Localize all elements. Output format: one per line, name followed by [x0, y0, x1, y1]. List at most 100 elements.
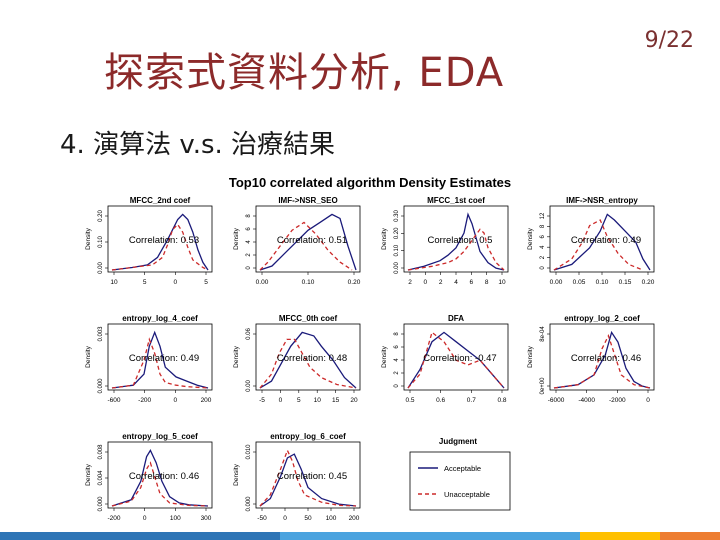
- unacceptable-density-line: [553, 219, 644, 271]
- x-tick-label: 5: [143, 279, 147, 286]
- correlation-label: Correlation: 0.48: [277, 353, 347, 364]
- x-tick-label: 0.20: [348, 279, 361, 286]
- page-number: 9/22: [644, 28, 694, 53]
- bottom-color-bar: [0, 532, 720, 540]
- density-panel: IMF->NSR_SEO Correlation: 0.51 0.00 0.10 0.2…: [233, 196, 361, 286]
- y-tick-label: 0.000: [246, 496, 252, 512]
- correlation-label: Correlation: 0.49: [571, 235, 641, 246]
- x-tick-label: 2: [439, 279, 443, 286]
- legend: Judgment Acceptable Unacceptable: [409, 437, 511, 511]
- x-tick-label: 200: [349, 515, 360, 522]
- x-tick-label: 6: [470, 279, 474, 286]
- x-tick-label: -600: [107, 397, 120, 404]
- correlation-label: Correlation: 0.46: [129, 471, 199, 482]
- unacceptable-density-line: [407, 228, 505, 271]
- x-tick-label: 0.05: [573, 279, 586, 286]
- x-tick-label: 0.00: [550, 279, 563, 286]
- density-panel: MFCC_2nd coef Correlation: 0.53 10 5 0 5 0.00 0…: [85, 196, 213, 286]
- x-tick-label: 4: [454, 279, 458, 286]
- acceptable-density-line: [407, 212, 505, 271]
- y-tick-label: 2: [394, 371, 400, 375]
- correlation-label: Correlation: 0.45: [277, 471, 347, 482]
- y-tick-label: 0.00: [246, 380, 252, 392]
- y-tick-label: 0: [394, 384, 400, 388]
- y-tick-label: 4: [246, 240, 252, 244]
- x-tick-label: 2: [408, 279, 412, 286]
- panel-frame: [255, 323, 361, 391]
- correlation-label: Correlation: 0.46: [571, 353, 641, 364]
- acceptable-density-line: [111, 213, 209, 271]
- panel-title: entropy_log_2_coef: [564, 314, 640, 323]
- unacceptable-density-line: [259, 448, 357, 507]
- x-tick-label: 10: [110, 279, 118, 286]
- y-tick-label: 0.00: [394, 262, 400, 274]
- y-axis-label: Density: [233, 463, 240, 485]
- legend-title: Judgment: [439, 437, 478, 446]
- y-tick-label: 8: [540, 224, 546, 228]
- y-tick-label: 6: [246, 227, 252, 231]
- panel-frame: [107, 205, 213, 273]
- slide-title: 探索式資料分析, EDA: [104, 50, 505, 96]
- y-tick-label: 12: [540, 212, 546, 219]
- x-tick-label: 0.7: [467, 397, 476, 404]
- unacceptable-density-line: [407, 331, 505, 389]
- density-panel: DFA Correlation: -0.47 0.5 0.6 0.7 0.8 0 2 4 6 8 De…: [381, 314, 509, 404]
- y-tick-label: 0.06: [246, 328, 252, 340]
- y-axis-label: Density: [527, 345, 534, 367]
- y-tick-label: 2: [246, 253, 252, 257]
- x-tick-label: 300: [201, 515, 212, 522]
- y-tick-label: 0.20: [98, 210, 104, 222]
- y-axis-label: Density: [85, 463, 92, 485]
- correlation-label: Correlation: 0.5: [428, 235, 493, 246]
- x-tick-label: 0.00: [256, 279, 269, 286]
- panel-title: entropy_log_6_coef: [270, 432, 346, 441]
- x-tick-label: -50: [257, 515, 267, 522]
- y-tick-label: 0.30: [394, 210, 400, 222]
- x-tick-label: 10: [498, 279, 506, 286]
- x-tick-label: 20: [350, 397, 358, 404]
- y-tick-label: 0.10: [98, 236, 104, 248]
- x-tick-label: 5: [204, 279, 208, 286]
- panel-title: MFCC_1st coef: [427, 196, 485, 205]
- y-tick-label: 2: [540, 255, 546, 259]
- y-axis-label: Density: [381, 227, 388, 249]
- acceptable-density-line: [553, 330, 651, 389]
- x-tick-label: 0: [279, 397, 283, 404]
- y-tick-label: 8e-04: [540, 326, 546, 342]
- unacceptable-density-line: [111, 337, 209, 389]
- x-tick-label: 8: [485, 279, 489, 286]
- unacceptable-density-line: [553, 333, 651, 389]
- unacceptable-density-line: [111, 223, 209, 271]
- density-panel: MFCC_0th coef Correlation: 0.48 -5 0 5 10 15 20…: [233, 314, 361, 404]
- y-axis-label: Density: [233, 227, 240, 249]
- figure-title: Top10 correlated algorithm Density Estim…: [229, 175, 511, 190]
- slide-subtitle: 4. 演算法 v.s. 治療結果: [60, 130, 336, 160]
- x-tick-label: -6000: [548, 397, 565, 404]
- y-axis-label: Density: [381, 345, 388, 367]
- x-tick-label: 0.10: [596, 279, 609, 286]
- y-tick-label: 4: [540, 245, 546, 249]
- acceptable-density-line: [553, 213, 651, 271]
- panel-title: DFA: [448, 314, 464, 323]
- x-tick-label: -4000: [578, 397, 595, 404]
- correlation-label: Correlation: 0.49: [129, 353, 199, 364]
- y-tick-label: 0.00: [98, 262, 104, 274]
- y-axis-label: Density: [85, 227, 92, 249]
- bar-segment-blue: [0, 532, 280, 540]
- correlation-label: Correlation: 0.51: [277, 235, 347, 246]
- panel-frame: [403, 323, 509, 391]
- legend-box: [409, 451, 511, 511]
- y-tick-label: 4: [394, 358, 400, 362]
- density-figure-svg: Top10 correlated algorithm Density Estim…: [85, 175, 655, 522]
- x-tick-label: 0.6: [436, 397, 445, 404]
- y-tick-label: 8: [246, 214, 252, 218]
- y-tick-label: 0e+00: [540, 377, 546, 395]
- y-tick-label: 0.010: [246, 444, 252, 460]
- correlation-label: Correlation: 0.53: [129, 235, 199, 246]
- density-panel: entropy_log_4_coef Correlation: 0.49 -600 -…: [85, 314, 213, 404]
- x-tick-label: 15: [332, 397, 340, 404]
- correlation-label: Correlation: -0.47: [423, 353, 496, 364]
- y-tick-label: 0.000: [98, 496, 104, 512]
- y-axis-label: Density: [527, 227, 534, 249]
